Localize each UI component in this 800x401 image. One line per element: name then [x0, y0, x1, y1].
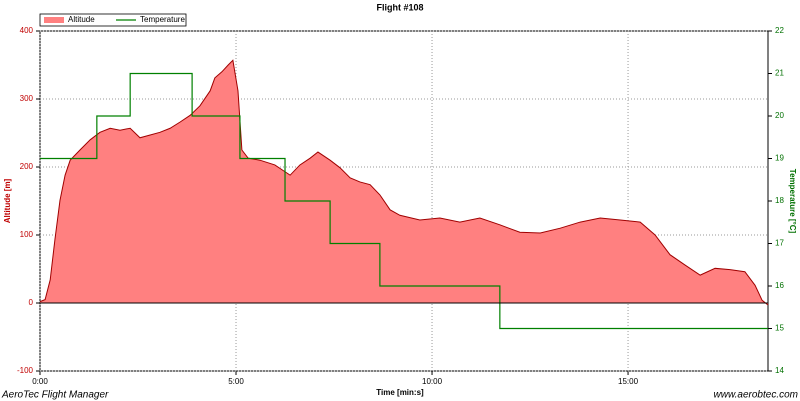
- y-tick-label: 200: [20, 162, 34, 171]
- x-tick-label: 5:00: [228, 377, 244, 386]
- y2-tick-label: 17: [775, 239, 784, 248]
- area-fill: [40, 60, 768, 306]
- legend-box: [39, 13, 187, 27]
- y2-tick-label: 22: [775, 26, 784, 35]
- legend-label: Altitude: [68, 15, 95, 24]
- y-tick-label: 100: [20, 230, 34, 239]
- area-line: [39, 59, 769, 306]
- y2-tick-label: 21: [775, 69, 784, 78]
- y-tick-label: 400: [20, 26, 34, 35]
- chart-title: Flight #108: [376, 2, 423, 12]
- y2-tick-label: 18: [775, 196, 784, 205]
- y2-tick-label: 20: [775, 111, 784, 120]
- footer-right: www.aerobtec.com: [714, 390, 798, 401]
- legend-swatch: [44, 17, 64, 23]
- y-tick-label: -100: [17, 366, 34, 375]
- y2-tick-label: 19: [775, 154, 784, 163]
- footer-left: AeroTec Flight Manager: [1, 390, 109, 401]
- x-tick-label: 15:00: [618, 377, 639, 386]
- x-tick-label: 0:00: [32, 377, 48, 386]
- y2-tick-label: 15: [775, 324, 784, 333]
- y2-tick-label: 14: [775, 366, 784, 375]
- y2-axis-title: Temperature [°C]: [788, 169, 797, 234]
- legend-label: Temperature: [140, 15, 185, 24]
- y-tick-label: 300: [20, 94, 34, 103]
- step-line: [40, 72, 768, 330]
- y-tick-label: 0: [29, 298, 34, 307]
- y-axis-title: Altitude [m]: [3, 178, 12, 223]
- y2-tick-label: 16: [775, 281, 784, 290]
- x-axis-title: Time [min:s]: [376, 388, 424, 397]
- x-tick-label: 10:00: [422, 377, 443, 386]
